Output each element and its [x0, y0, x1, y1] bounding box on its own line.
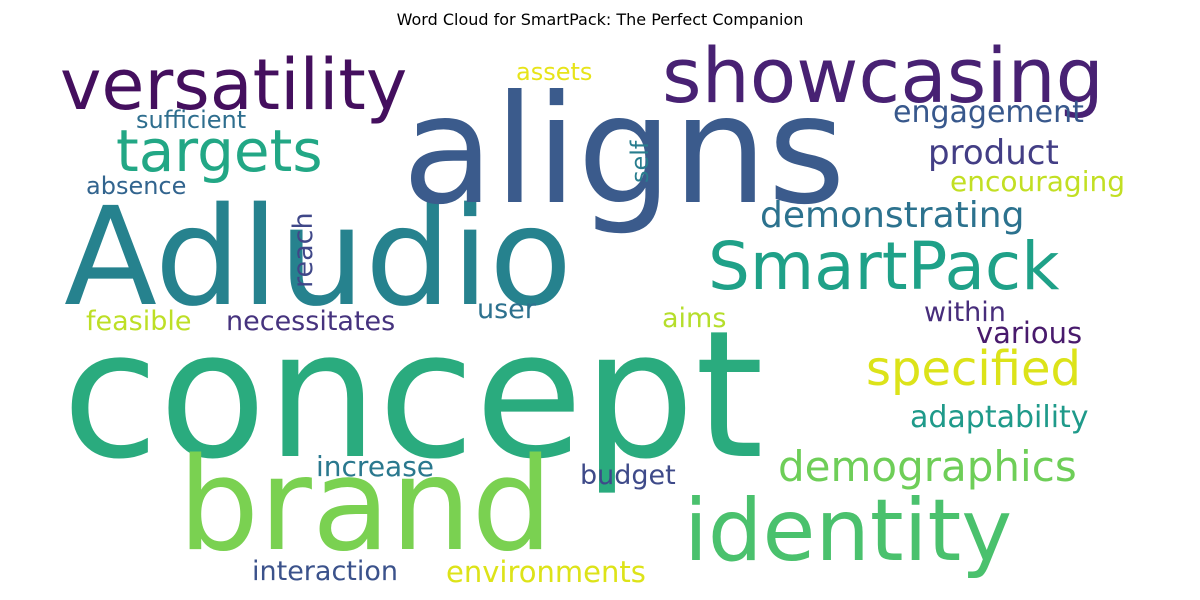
- word-reach: reach: [288, 212, 319, 288]
- word-product: product: [928, 133, 1059, 173]
- word-brand: brand: [178, 431, 553, 580]
- word-increase: increase: [316, 450, 435, 483]
- word-specified: specified: [866, 341, 1081, 397]
- chart-title: Word Cloud for SmartPack: The Perfect Co…: [396, 10, 804, 29]
- word-absence: absence: [86, 172, 187, 200]
- word-feasible: feasible: [86, 306, 192, 337]
- word-demonstrating: demonstrating: [760, 195, 1025, 236]
- word-assets: assets: [516, 58, 593, 86]
- word-adludio: Adludio: [64, 179, 573, 337]
- word-sufficient: sufficient: [136, 106, 247, 134]
- word-user: user: [477, 294, 536, 325]
- word-aims: aims: [662, 303, 727, 334]
- word-necessitates: necessitates: [226, 306, 396, 337]
- word-aligns: aligns: [402, 64, 846, 238]
- word-self: self: [626, 140, 654, 183]
- word-targets: targets: [116, 117, 323, 185]
- word-encouraging: encouraging: [950, 165, 1125, 198]
- word-smartpack: SmartPack: [708, 228, 1060, 305]
- word-budget: budget: [580, 460, 676, 491]
- word-adaptability: adaptability: [910, 400, 1089, 435]
- word-identity: identity: [684, 481, 1013, 581]
- word-various: various: [976, 316, 1083, 350]
- word-interaction: interaction: [252, 556, 399, 587]
- word-environments: environments: [446, 555, 646, 589]
- word-within: within: [924, 297, 1006, 328]
- word-versatility: versatility: [60, 44, 408, 126]
- word-showcasing: showcasing: [662, 31, 1104, 120]
- word-engagement: engagement: [893, 95, 1084, 130]
- word-demographics: demographics: [778, 442, 1077, 491]
- word-concept: concept: [62, 293, 764, 498]
